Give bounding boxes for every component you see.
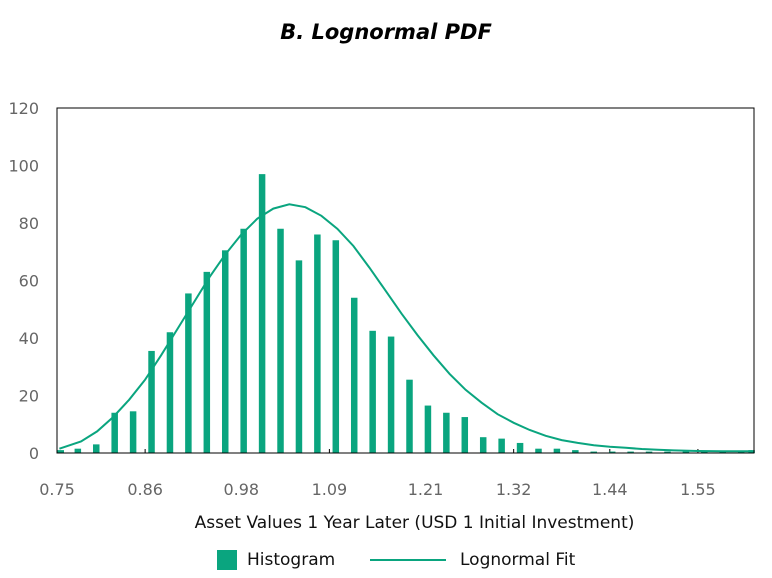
histogram-bar [57, 450, 64, 453]
chart-title: B. Lognormal PDF [280, 20, 492, 44]
x-axis: 0.75 0.86 0.98 1.09 1.21 1.32 1.44 1.55 [39, 449, 716, 499]
x-tick-label: 0.86 [127, 480, 163, 499]
histogram-bar [295, 260, 303, 453]
legend-item-lognormal-fit: Lognormal Fit [370, 550, 575, 570]
histogram-bar [461, 417, 469, 453]
x-tick-label: 1.55 [680, 480, 716, 499]
histogram-bar [479, 437, 487, 453]
histogram-bar [203, 271, 211, 453]
legend-label-histogram: Histogram [247, 550, 336, 570]
histogram-bar [240, 228, 247, 453]
x-tick-label: 1.44 [592, 480, 628, 499]
y-tick-label: 0 [29, 444, 39, 463]
x-tick-label: 0.75 [39, 480, 75, 499]
y-tick-label: 40 [19, 329, 39, 348]
histogram-bar [608, 451, 616, 453]
histogram-bar [93, 444, 100, 453]
histogram-bar [129, 411, 137, 453]
y-tick-label: 60 [19, 272, 39, 291]
histogram-bar [166, 332, 174, 453]
histogram-bar [572, 450, 579, 453]
plot-frame [56, 107, 755, 454]
histogram-bar [443, 412, 450, 453]
histogram-bar [682, 451, 690, 453]
histogram-bar [553, 448, 561, 453]
histogram-bar [387, 336, 395, 453]
legend-swatch-lognormal-fit [370, 559, 446, 561]
histogram-bar [148, 350, 155, 453]
histogram-bar [314, 234, 321, 453]
histogram-bar [664, 451, 671, 453]
chart-svg: 0 20 40 60 80 100 120 0.75 0.86 0.98 1.09 1.21 1.32… [8, 99, 755, 533]
histogram-bar [406, 379, 413, 453]
legend-label-lognormal-fit: Lognormal Fit [460, 550, 576, 570]
histogram-bar [627, 451, 634, 453]
histogram-bar [701, 451, 708, 453]
y-tick-label: 100 [8, 157, 39, 176]
lognormal-fit-line [59, 203, 753, 453]
histogram-bar [74, 448, 82, 453]
x-tick-label: 0.98 [223, 480, 259, 499]
legend: Histogram Lognormal Fit [0, 550, 772, 576]
histogram-bar [277, 228, 284, 453]
histogram-bar [332, 240, 340, 453]
histogram-bar [369, 330, 376, 453]
x-tick-label: 1.21 [408, 480, 444, 499]
histogram-bar [185, 293, 192, 453]
legend-item-histogram: Histogram [217, 550, 335, 570]
y-axis: 0 20 40 60 80 100 120 [8, 99, 39, 463]
histogram-bar [221, 250, 229, 453]
x-tick-label: 1.32 [496, 480, 532, 499]
histogram-bar [350, 297, 358, 453]
histogram-bar [590, 451, 598, 453]
x-tick-label: 1.09 [312, 480, 348, 499]
y-tick-label: 80 [19, 214, 39, 233]
histogram-bar [424, 405, 432, 453]
histogram-bar [645, 451, 653, 453]
histogram-bar [498, 438, 505, 453]
legend-swatch-histogram [217, 550, 237, 570]
histogram-bar [516, 442, 524, 453]
histogram-bars [57, 174, 755, 453]
histogram-bar [535, 448, 542, 453]
y-tick-label: 20 [19, 387, 39, 406]
histogram-bar [258, 174, 266, 453]
histogram-bar [111, 412, 118, 453]
y-tick-label: 120 [8, 99, 39, 118]
x-axis-title: Asset Values 1 Year Later (USD 1 Initial… [195, 513, 635, 533]
